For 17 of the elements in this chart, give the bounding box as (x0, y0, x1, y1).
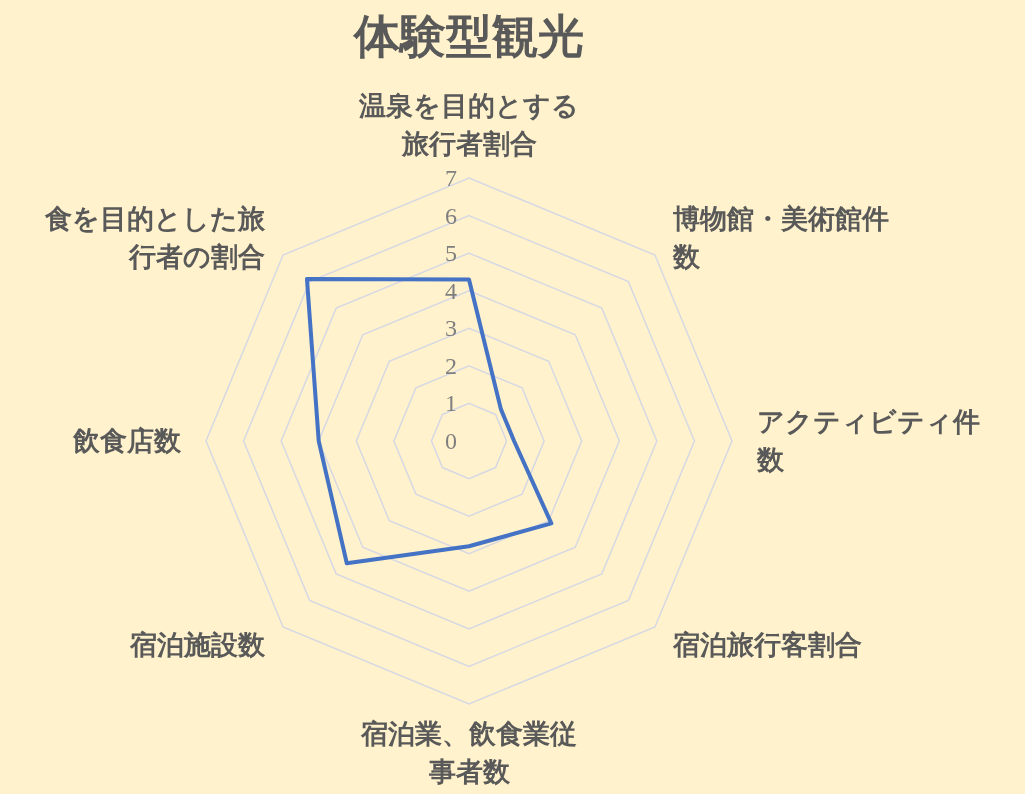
y-tick-label: 2 (445, 352, 457, 379)
spoke-label: 博物館・美術館件数 (671, 202, 889, 272)
spoke-label: アクティビティ件数 (756, 406, 980, 476)
y-tick-label: 6 (445, 202, 457, 229)
spoke-label: 宿泊旅行客割合 (671, 629, 862, 661)
y-tick-label: 1 (445, 390, 457, 417)
chart-title: 体験型観光 (352, 9, 584, 63)
spoke-label: 宿泊施設数 (129, 629, 267, 661)
spoke-label: 温泉を目的とする旅行者割合 (358, 90, 579, 159)
spoke-label: 宿泊業、飲食業従事者数 (360, 718, 577, 787)
y-tick-label: 0 (445, 428, 457, 454)
spoke-label: 飲食店数 (72, 425, 182, 457)
y-tick-label: 3 (445, 315, 457, 342)
spoke-label: 食を目的とした旅行者の割合 (44, 202, 267, 272)
y-tick-label: 7 (445, 165, 457, 191)
y-tick-label: 5 (445, 240, 457, 267)
y-tick-label: 4 (445, 277, 457, 304)
